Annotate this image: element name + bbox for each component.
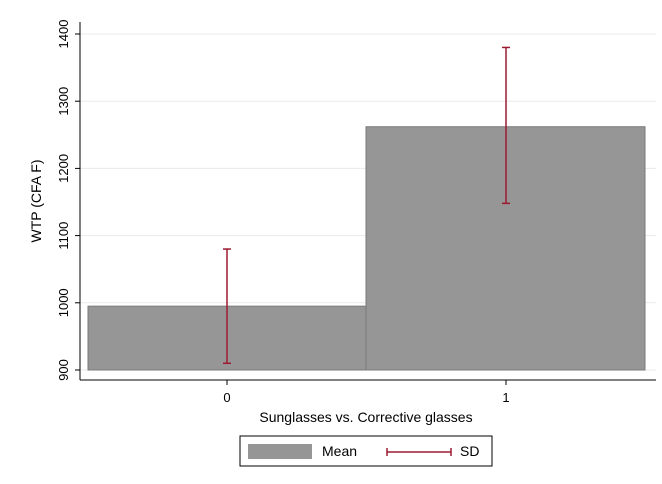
y-tick-label: 1400 [56, 20, 71, 49]
y-tick-label: 1200 [56, 154, 71, 183]
y-tick-label: 900 [56, 359, 71, 381]
legend-swatch-mean [248, 444, 312, 459]
legend-label-sd: SD [460, 443, 479, 459]
x-tick-label: 0 [223, 390, 230, 405]
y-ticks: 900 1000 1100 1200 1300 1400 [56, 20, 80, 381]
x-axis-title: Sunglasses vs. Corrective glasses [259, 409, 472, 425]
axes [79, 22, 656, 381]
y-tick-label: 1000 [56, 288, 71, 317]
y-axis-title: WTP (CFA F) [28, 160, 44, 243]
y-tick-label: 1300 [56, 87, 71, 116]
error-bar [223, 248, 231, 365]
error-bars [223, 46, 510, 365]
x-tick-label: 1 [502, 390, 509, 405]
legend: Mean SD [239, 435, 493, 467]
y-tick-label: 1100 [56, 222, 71, 250]
error-bar [502, 46, 510, 205]
legend-swatch-sd [386, 448, 452, 456]
legend-label-mean: Mean [322, 443, 357, 459]
